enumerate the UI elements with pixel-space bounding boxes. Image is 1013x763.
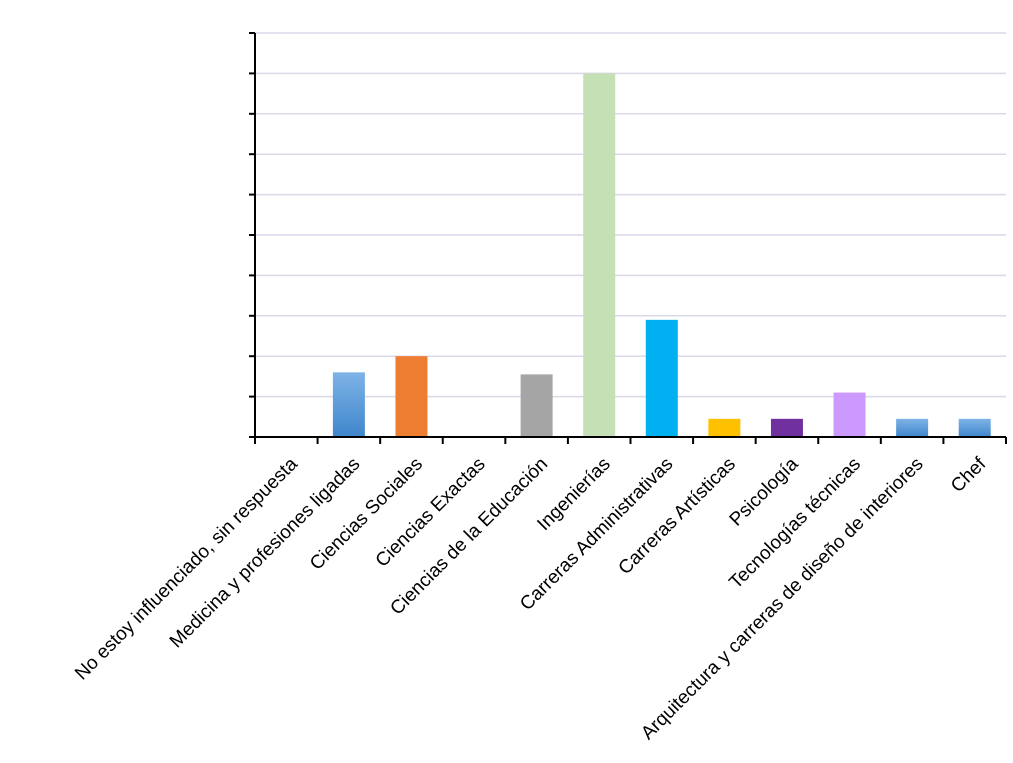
- bar: [958, 418, 991, 437]
- bars: [332, 73, 991, 438]
- bar: [332, 372, 365, 437]
- x-tick-label: Ciencias Sociales: [306, 454, 427, 575]
- bar: [896, 418, 929, 437]
- x-tick-label: Carreras Artísticas: [615, 454, 740, 579]
- bar: [708, 418, 741, 437]
- bar: [395, 356, 428, 437]
- bar: [833, 392, 866, 437]
- bar: [520, 374, 553, 437]
- x-tick-label: Ciencias Exactas: [372, 454, 490, 572]
- bar: [583, 73, 616, 438]
- axes: [249, 32, 1007, 444]
- x-tick-labels: No estoy influenciado, sin respuestaMedi…: [71, 453, 991, 744]
- x-tick-label: Chef: [947, 453, 991, 497]
- gridlines: [255, 32, 1006, 398]
- bar: [645, 319, 678, 437]
- x-tick-label: No estoy influenciado, sin respuesta: [71, 453, 302, 684]
- bar: [770, 418, 803, 437]
